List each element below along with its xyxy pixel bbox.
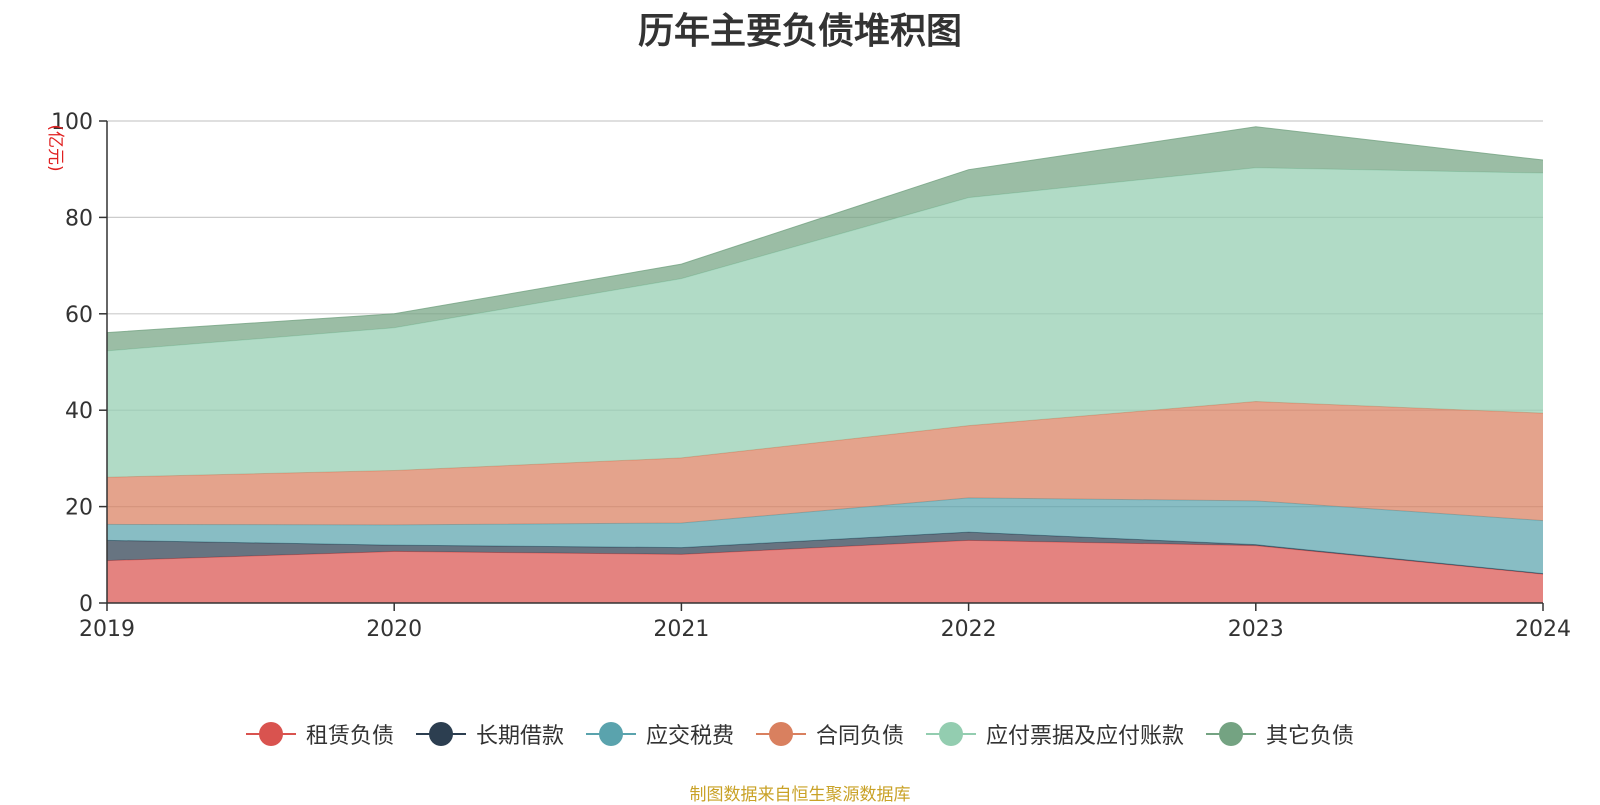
legend-item-2[interactable]: 长期借款 xyxy=(415,718,564,750)
legend-label: 合同负债 xyxy=(816,724,905,749)
area-series-3[interactable] xyxy=(107,497,1543,574)
series-line-6 xyxy=(106,126,1544,334)
y-axis-unit-label: (亿元) xyxy=(45,124,65,171)
legend-label: 应交税费 xyxy=(645,724,734,749)
chart-title: 历年主要负债堆积图 xyxy=(637,11,962,52)
legend-item-6[interactable]: 其它负债 xyxy=(1206,718,1354,750)
legend-swatch xyxy=(415,722,466,746)
x-tick-label: 2021 xyxy=(653,617,709,642)
area-series-2[interactable] xyxy=(107,532,1543,575)
legend-label: 其它负债 xyxy=(1266,724,1355,749)
x-tick-label: 2022 xyxy=(941,617,997,642)
legend-item-5[interactable]: 应付票据及应付账款 xyxy=(926,718,1184,750)
x-tick-label: 2019 xyxy=(79,617,135,642)
legend: 租赁负债 长期借款 应交税费 合同负债 应付票据及应付账款 其它负债 xyxy=(0,718,1600,750)
area-series-1[interactable] xyxy=(107,540,1543,603)
legend-swatch xyxy=(1206,722,1257,746)
legend-item-3[interactable]: 应交税费 xyxy=(585,718,734,750)
x-tick-label: 2020 xyxy=(366,617,422,642)
legend-item-4[interactable]: 合同负债 xyxy=(756,718,904,750)
legend-label: 租赁负债 xyxy=(305,724,394,749)
legend-label: 长期借款 xyxy=(475,724,564,749)
legend-swatch xyxy=(926,722,977,746)
area-layer xyxy=(106,126,1544,603)
legend-label: 应付票据及应付账款 xyxy=(986,724,1185,749)
legend-swatch xyxy=(585,722,636,746)
y-tick-label: 40 xyxy=(65,399,93,424)
y-tick-label: 60 xyxy=(65,303,93,328)
area-series-4[interactable] xyxy=(107,401,1543,525)
y-tick-label: 80 xyxy=(65,206,93,231)
legend-item-1[interactable]: 租赁负债 xyxy=(245,718,394,750)
y-tick-label: 100 xyxy=(51,110,93,135)
area-series-6[interactable] xyxy=(107,126,1543,351)
area-series-5[interactable] xyxy=(107,167,1543,478)
legend-swatch xyxy=(245,722,296,746)
y-tick-label: 20 xyxy=(65,496,93,521)
axis-layer: 0 20 40 60 80 100 2019 2020 2021 2022 2023 2024 xyxy=(51,110,1571,642)
x-tick-label: 2024 xyxy=(1515,617,1571,642)
x-tick-label: 2023 xyxy=(1228,617,1284,642)
legend-swatch xyxy=(756,722,806,746)
source-note: 制图数据来自恒生聚源数据库 xyxy=(689,785,911,805)
y-tick-label: 0 xyxy=(79,592,93,617)
